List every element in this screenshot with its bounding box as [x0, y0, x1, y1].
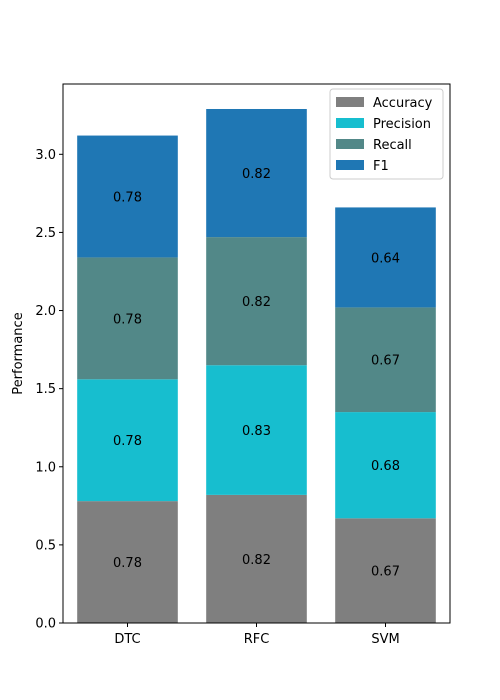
data-label-rfc-precision: 0.83: [242, 424, 271, 439]
data-label-dtc-f1: 0.78: [113, 190, 142, 205]
data-label-rfc-recall: 0.82: [242, 295, 271, 310]
bar-rfc-f1: [206, 108, 307, 238]
bar-rfc-precision: [206, 365, 307, 495]
data-label-svm-accuracy: 0.67: [371, 565, 400, 580]
bar-dtc-accuracy: [77, 501, 178, 623]
bar-svm-precision: [335, 412, 436, 519]
legend-label-accuracy: Accuracy: [373, 96, 433, 111]
value-labels-layer: 0.78 0.78 0.78 0.78 0.82 0.83 0.82 0.82 0.67 0.68…: [113, 167, 400, 580]
legend-label-recall: Recall: [373, 138, 412, 153]
data-label-svm-recall: 0.67: [371, 354, 400, 369]
bar-dtc-f1: [77, 135, 178, 258]
y-tick-label: 1.5: [35, 382, 56, 397]
y-tick-label: 1.0: [35, 460, 56, 475]
legend-swatch-f1: [336, 160, 364, 170]
legend-label-f1: F1: [373, 159, 389, 174]
bar-dtc-precision: [77, 379, 178, 502]
y-tick-label: 0.5: [35, 538, 56, 553]
legend-label-precision: Precision: [373, 117, 431, 132]
legend-swatch-precision: [336, 118, 364, 128]
bar-rfc-recall: [206, 237, 307, 366]
data-label-rfc-accuracy: 0.82: [242, 553, 271, 568]
y-tick-label: 2.5: [35, 226, 56, 241]
x-tick-label-dtc: DTC: [114, 632, 140, 647]
bars-layer: [77, 108, 436, 623]
bar-rfc-accuracy: [206, 494, 307, 623]
legend: Accuracy Precision Recall F1: [329, 88, 444, 180]
legend-swatch-recall: [336, 139, 364, 149]
y-axis: 0.0 0.5 1.0 1.5 2.0 2.5 3.0: [35, 148, 63, 632]
legend-box: [329, 88, 444, 180]
y-axis-label: Performance: [11, 312, 26, 394]
data-label-svm-f1: 0.64: [371, 251, 400, 266]
bar-svm-recall: [335, 307, 436, 413]
y-tick-label: 2.0: [35, 304, 56, 319]
data-label-svm-precision: 0.68: [371, 459, 400, 474]
x-tick-label-rfc: RFC: [244, 632, 270, 647]
bar-dtc-recall: [77, 257, 178, 380]
bar-svm-accuracy: [335, 518, 436, 623]
legend-swatch-accuracy: [336, 97, 364, 107]
bar-svm-f1: [335, 207, 436, 308]
x-axis: DTC RFC SVM: [114, 623, 400, 647]
data-label-dtc-recall: 0.78: [113, 312, 142, 327]
data-label-rfc-f1: 0.82: [242, 167, 271, 182]
y-tick-label: 0.0: [35, 617, 56, 632]
data-label-dtc-accuracy: 0.78: [113, 556, 142, 571]
data-label-dtc-precision: 0.78: [113, 434, 142, 449]
y-tick-label: 3.0: [35, 148, 56, 163]
x-tick-label-svm: SVM: [371, 632, 399, 647]
